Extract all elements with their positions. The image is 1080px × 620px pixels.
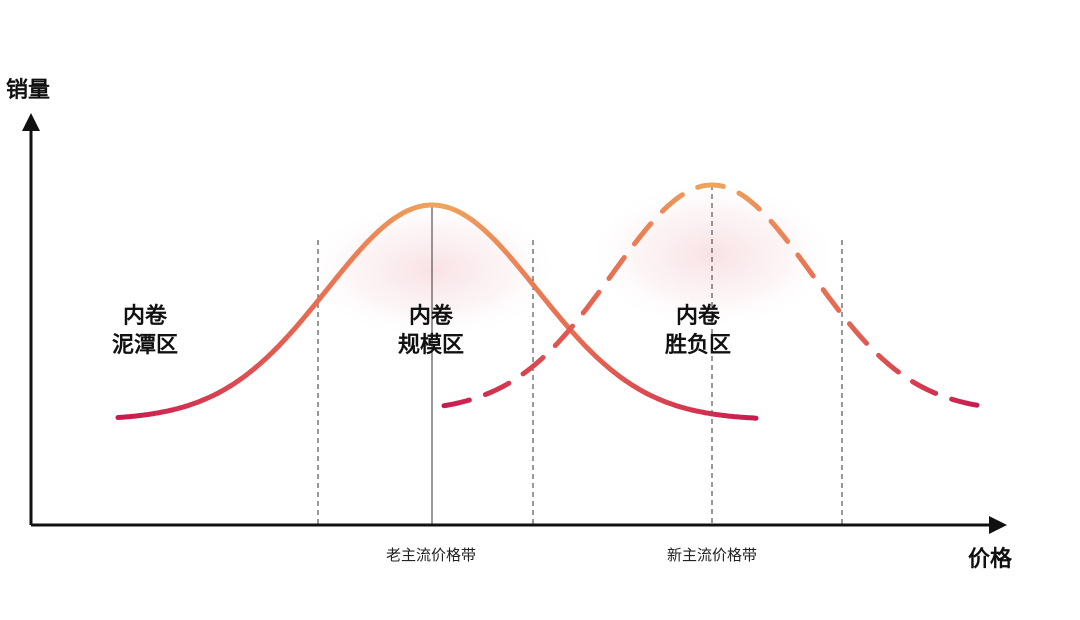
zone-label-decisive-line2: 胜负区 bbox=[665, 333, 731, 358]
zone-label-scale-line1: 内卷 bbox=[409, 303, 454, 329]
y-axis-title: 销量 bbox=[6, 78, 50, 103]
zone-label-decisive-line1: 内卷 bbox=[676, 303, 721, 329]
new-curve bbox=[441, 182, 985, 409]
old-curve bbox=[115, 202, 759, 421]
zone-label-mud-line1: 内卷 bbox=[123, 303, 168, 329]
new-curve-glow bbox=[587, 180, 837, 330]
zone-label-scale-line2: 规模区 bbox=[398, 333, 464, 358]
x-axis-title: 价格 bbox=[968, 546, 1013, 572]
zone-label-mud-line2: 泥潭区 bbox=[112, 333, 178, 358]
old-price-band-label: 老主流价格带 bbox=[386, 546, 476, 564]
new-price-band-label: 新主流价格带 bbox=[667, 546, 757, 564]
